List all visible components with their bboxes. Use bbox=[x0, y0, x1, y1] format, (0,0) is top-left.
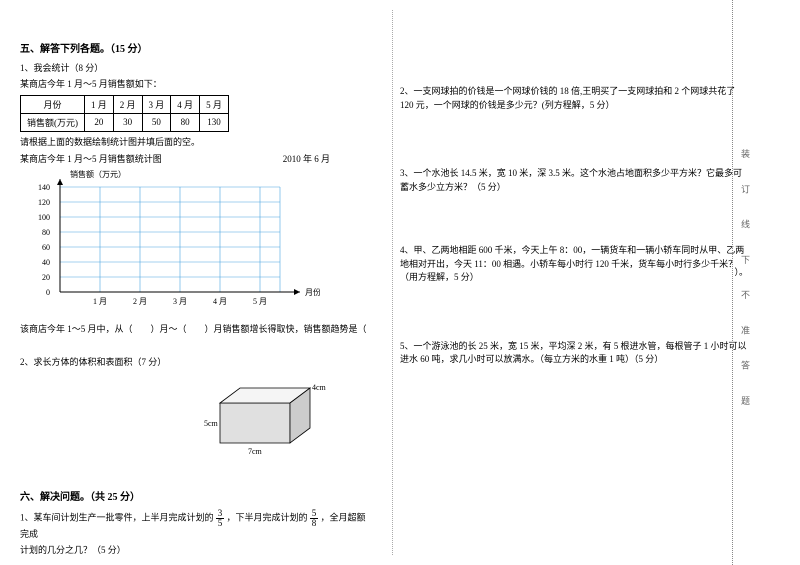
q6-1a: 1、某车间计划生产一批零件，上半月完成计划的 bbox=[20, 512, 214, 522]
th-month: 月份 bbox=[21, 95, 85, 113]
svg-text:120: 120 bbox=[38, 198, 50, 207]
v2: 30 bbox=[113, 113, 142, 131]
svg-text:5 月: 5 月 bbox=[253, 297, 267, 306]
th-m4: 4 月 bbox=[171, 95, 200, 113]
svg-text:4cm: 4cm bbox=[312, 383, 327, 392]
q1-intro: 某商店今年 1 月～5 月销售额如下： bbox=[20, 78, 370, 91]
svg-text:100: 100 bbox=[38, 213, 50, 222]
svg-text:0: 0 bbox=[46, 288, 50, 297]
v4: 80 bbox=[171, 113, 200, 131]
frac2: 58 bbox=[310, 509, 319, 528]
q-r4: 4、甲、乙两地相距 600 千米，今天上午 8：00，一辆货车和一辆小轿车同时从… bbox=[400, 244, 750, 285]
th-m2: 2 月 bbox=[113, 95, 142, 113]
chart-date: 2010 年 6 月 bbox=[283, 152, 330, 165]
svg-text:月份: 月份 bbox=[305, 287, 320, 297]
q6-1: 1、某车间计划生产一批零件，上半月完成计划的 35 ，下半月完成计划的 58 ，… bbox=[20, 509, 370, 541]
v5: 130 bbox=[200, 113, 229, 131]
section6-title: 六、解决问题。（共 25 分） bbox=[20, 488, 370, 503]
binding-line: 装 订 线 下 不 准 答 题 bbox=[732, 0, 760, 565]
svg-text:1 月: 1 月 bbox=[93, 297, 107, 306]
y-axis-label: 销售额（万元） bbox=[70, 169, 126, 179]
q-r2: 2、一支网球拍的价钱是一个网球价钱的 18 倍,王明买了一支网球拍和 2 个网球… bbox=[400, 85, 750, 112]
th-m1: 1 月 bbox=[85, 95, 114, 113]
svg-text:4 月: 4 月 bbox=[213, 297, 227, 306]
section5-title: 五、解答下列各题。（15 分） bbox=[20, 40, 370, 55]
svg-text:3 月: 3 月 bbox=[173, 297, 187, 306]
frac1: 35 bbox=[216, 509, 225, 528]
q6-1d: 计划的几分之几？（5 分） bbox=[20, 544, 370, 557]
q1-blank: 该商店今年 1～5 月中，从（ ）月～（ ）月销售额增长得取快，销售额趋势是（ bbox=[20, 323, 370, 337]
q-r3: 3、一个水池长 14.5 米，宽 10 米，深 3.5 米。这个水池占地面积多少… bbox=[400, 167, 750, 194]
binding-text: 装 订 线 下 不 准 答 题 bbox=[739, 149, 752, 417]
row-label: 销售额(万元) bbox=[21, 113, 85, 131]
v1: 20 bbox=[85, 113, 114, 131]
sales-table: 月份 1 月 2 月 3 月 4 月 5 月 销售额(万元) 20 30 50 … bbox=[20, 95, 229, 132]
svg-text:2 月: 2 月 bbox=[133, 297, 147, 306]
svg-text:140: 140 bbox=[38, 183, 50, 192]
q1-title: 1、我会统计（8 分） bbox=[20, 61, 370, 74]
svg-text:60: 60 bbox=[42, 243, 50, 252]
q1-note: 请根据上面的数据绘制统计图并填后面的空。 bbox=[20, 136, 370, 149]
th-m3: 3 月 bbox=[142, 95, 171, 113]
q-r5: 5、一个游泳池的长 25 米，宽 15 米，平均深 2 米，有 5 根进水管，每… bbox=[400, 340, 750, 367]
svg-text:40: 40 bbox=[42, 258, 50, 267]
svg-text:7cm: 7cm bbox=[248, 447, 263, 456]
v3: 50 bbox=[142, 113, 171, 131]
svg-text:80: 80 bbox=[42, 228, 50, 237]
th-m5: 5 月 bbox=[200, 95, 229, 113]
q2-title: 2、求长方体的体积和表面积（7 分） bbox=[20, 355, 370, 368]
cuboid-diagram: 4cm 5cm 7cm bbox=[200, 378, 330, 458]
svg-text:20: 20 bbox=[42, 273, 50, 282]
svg-text:5cm: 5cm bbox=[204, 419, 219, 428]
chart-title: 某商店今年 1 月～5 月销售额统计图 bbox=[20, 152, 162, 165]
sales-chart: 销售额（万元） bbox=[20, 167, 320, 317]
q6-1b: ，下半月完成计划的 bbox=[227, 512, 308, 522]
